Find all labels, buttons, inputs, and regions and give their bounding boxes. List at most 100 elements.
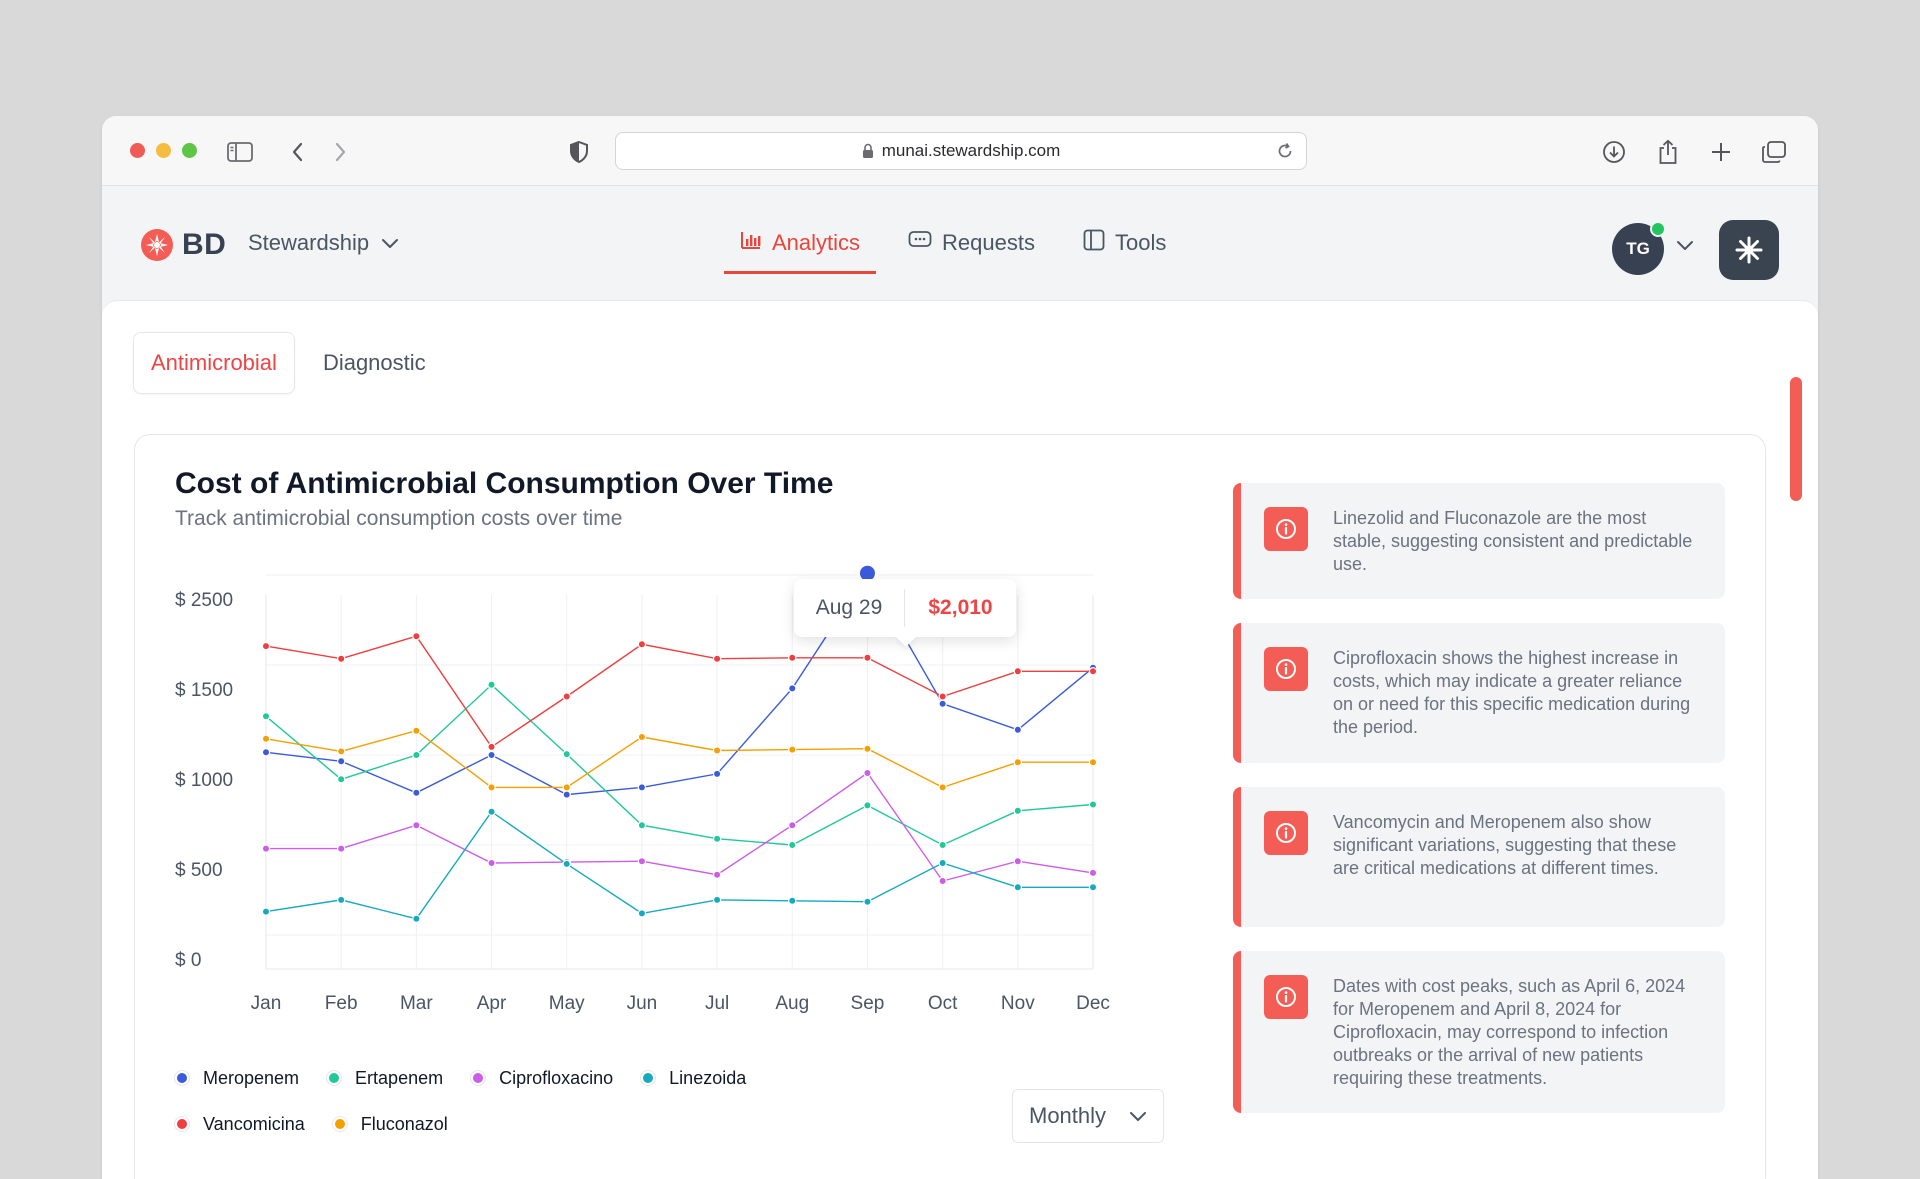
data-point [863,801,872,810]
legend-label: Ciprofloxacino [499,1067,614,1088]
data-point [1088,868,1098,878]
x-tick-label: May [549,993,585,1014]
nav-analytics[interactable]: Analytics [724,186,877,300]
data-point [261,907,271,916]
sparkle-icon [1735,236,1763,264]
legend-label: Meropenem [203,1067,300,1088]
user-avatar[interactable]: TG [1612,221,1666,275]
insight-text: Linezolid and Fluconazole are the most s… [1333,508,1693,574]
legend-item[interactable]: Linezoida [641,1065,746,1091]
x-tick-label: Jan [251,993,282,1014]
data-point [1013,883,1023,892]
data-point [562,783,571,792]
data-point [637,783,647,792]
tab-antimicrobial[interactable]: Antimicrobial [133,332,295,394]
series-line-vancomicina [265,635,1093,748]
nav-tools[interactable]: Tools [1067,186,1182,300]
x-tick-label: Aug [775,993,809,1014]
nav-requests[interactable]: Requests [892,186,1051,300]
legend-label: Linezoida [669,1067,747,1088]
back-arrow-icon[interactable] [284,138,312,166]
data-point [412,821,421,830]
shield-icon[interactable] [565,138,593,166]
legend-swatch [175,1071,189,1085]
forward-arrow-icon[interactable] [326,138,354,166]
main-nav: Analytics Requests Tools [724,186,1182,300]
legend-label: Vancomicina [203,1113,305,1134]
data-point [938,692,947,701]
legend-item[interactable]: Vancomicina [175,1111,305,1137]
x-tick-label: Dec [1076,993,1110,1014]
y-tick-label: $ 0 [175,950,201,971]
download-icon[interactable] [1600,138,1628,166]
legend-item[interactable]: Ertapenem [327,1065,443,1091]
period-select[interactable]: Monthly [1012,1089,1164,1143]
data-point [1013,758,1023,767]
tooltip-value: $2,010 [928,596,993,619]
data-point [487,858,496,868]
data-point [712,895,722,905]
tabs-overview-icon[interactable] [1760,138,1788,166]
data-point [1013,725,1023,734]
data-point [261,844,271,853]
close-window-button[interactable] [130,143,145,158]
data-point [1013,857,1023,866]
tab-diagnostic[interactable]: Diagnostic [322,350,426,375]
x-tick-label: Sep [851,993,885,1014]
legend-item[interactable]: Meropenem [175,1065,299,1091]
insight-text: Dates with cost peaks, such as April 6, … [1333,976,1686,1088]
data-point [1088,800,1098,809]
legend-item[interactable]: Fluconazol [332,1111,448,1137]
bd-logo-icon [141,229,173,261]
data-point [938,699,947,708]
data-point [938,783,947,792]
bd-logo[interactable]: BD [140,228,226,262]
data-point [336,895,346,905]
nav-tools-label: Tools [1115,230,1167,255]
legend-swatch [332,1117,347,1131]
insight-text: Vancomycin and Meropenem also show signi… [1333,812,1677,878]
data-point [412,914,421,923]
bar-chart-icon [740,230,762,256]
panel-icon [1083,229,1105,257]
x-tick-label: Oct [928,993,958,1014]
minimize-window-button[interactable] [156,143,171,158]
data-point [261,734,271,743]
online-status-badge [1650,221,1666,237]
legend-swatch [175,1117,189,1131]
legend-label: Fluconazol [360,1113,448,1134]
data-point [788,896,797,905]
nav-requests-label: Requests [942,230,1035,255]
data-point [637,909,647,918]
legend-item[interactable]: Ciprofloxacino [471,1065,613,1091]
data-point [562,790,571,799]
data-point [336,775,346,784]
new-tab-icon[interactable] [1707,138,1735,166]
data-point [938,840,947,850]
assistant-button[interactable] [1719,220,1779,280]
maximize-window-button[interactable] [182,143,197,158]
info-icon [1264,975,1308,1019]
data-point [487,742,496,752]
user-menu-chevron-icon[interactable] [1676,240,1694,252]
y-tick-label: $ 500 [175,860,223,881]
data-point [336,654,346,663]
series-line-meropenem [265,571,1094,796]
x-tick-label: Mar [400,993,433,1014]
vertical-scrollbar[interactable] [1790,377,1802,501]
sidebar-toggle-icon[interactable] [226,138,254,166]
data-point [637,821,647,830]
insights-list: Linezolid and Fluconazole are the most s… [1233,483,1725,1113]
workspace-switcher[interactable]: Stewardship [248,230,399,256]
y-tick-label: $ 2500 [175,590,233,611]
data-point [487,750,496,760]
x-tick-label: Nov [1001,993,1035,1014]
reload-icon[interactable] [1276,142,1294,160]
x-tick-label: Apr [477,993,507,1014]
address-bar[interactable]: munai.stewardship.com [615,132,1307,170]
share-icon[interactable] [1654,138,1682,166]
data-point [712,834,722,843]
data-point [562,749,571,759]
data-point [487,680,496,689]
data-point [863,897,872,906]
